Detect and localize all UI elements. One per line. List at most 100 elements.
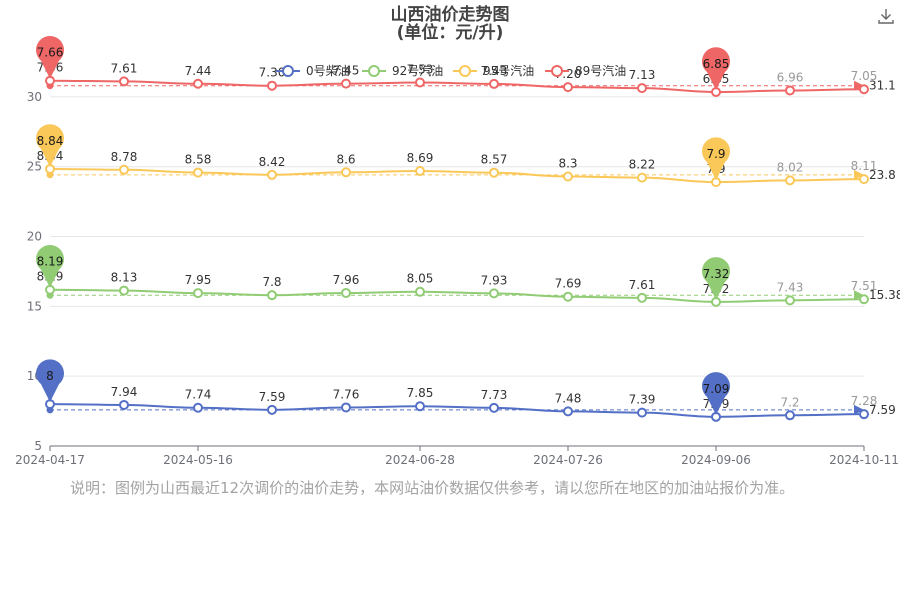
min-pin: 6.85 [702, 47, 730, 91]
data-label: 7.28 [851, 394, 878, 408]
data-point[interactable] [119, 164, 129, 175]
x-tick-label: 2024-07-26 [533, 453, 603, 467]
average-label: 23.8 [869, 168, 896, 182]
legend-item-0[interactable]: 0号柴油 [276, 64, 350, 78]
max-pin: 8 [36, 359, 65, 403]
legend-item-2[interactable]: 95号汽油 [453, 63, 534, 78]
min-pin: 7.32 [702, 257, 731, 300]
data-point[interactable] [341, 78, 351, 89]
data-label: 8.78 [111, 150, 138, 164]
y-tick-label: 25 [27, 160, 42, 174]
data-label: 8.69 [407, 151, 434, 165]
data-label: 7.43 [777, 280, 804, 294]
download-icon[interactable] [876, 6, 896, 26]
data-label: 7.69 [555, 277, 582, 291]
data-point[interactable] [193, 167, 203, 178]
grid-lines [50, 96, 864, 447]
average-label: 7.59 [869, 403, 896, 417]
legend-marker [368, 65, 380, 77]
data-label: 7.59 [259, 390, 286, 404]
data-label: 7.30 [259, 66, 286, 80]
data-point[interactable] [267, 290, 277, 301]
data-label: 7.51 [851, 279, 878, 293]
series-lines [45, 75, 869, 422]
data-point[interactable] [785, 410, 795, 421]
data-label: 7.44 [185, 64, 212, 78]
series-line-2 [49, 167, 865, 184]
data-label: 7.93 [481, 273, 508, 287]
data-label: 8.57 [481, 153, 508, 167]
footnote: 说明：图例为山西最近12次调价的油价走势，本网站油价数据仅供参考，请以您所在地区… [70, 479, 795, 497]
data-point[interactable] [859, 174, 869, 185]
legend-label: 89号汽油 [575, 63, 626, 78]
average-lines: 7.59 15.38 23.8 31.1 [46, 79, 900, 417]
data-point[interactable] [637, 292, 647, 303]
max-pin: 7.66 [36, 35, 65, 79]
min-pin: 7.09 [702, 372, 731, 415]
data-label: 8.3 [558, 156, 577, 170]
data-label: 7.74 [185, 388, 212, 402]
data-label: 8.58 [185, 153, 212, 167]
average-arrow [854, 404, 864, 415]
series-line-3 [49, 79, 865, 94]
legend-label: 95号汽油 [483, 63, 534, 78]
data-point[interactable] [489, 288, 499, 299]
average-arrow [854, 290, 864, 301]
data-point[interactable] [637, 172, 647, 183]
legend-item-3[interactable]: 89号汽油 [545, 63, 626, 78]
data-point[interactable] [637, 83, 647, 94]
data-point[interactable] [267, 169, 277, 180]
data-point[interactable] [119, 399, 129, 410]
data-point[interactable] [785, 175, 795, 186]
data-point[interactable] [341, 287, 351, 298]
data-point[interactable] [267, 80, 277, 91]
data-point[interactable] [859, 294, 869, 305]
data-point[interactable] [341, 402, 351, 413]
series-line-1 [49, 288, 865, 303]
x-tick-label: 2024-06-28 [385, 453, 455, 467]
max-min-markers: 8 7.09 8.19 7.32 8.84 7.9 7.66 6.85 [36, 35, 731, 415]
data-label: 7.45 [333, 64, 360, 78]
data-label: 7.2 [780, 395, 799, 409]
max-pin-label: 8 [46, 369, 54, 383]
data-point[interactable] [489, 167, 499, 178]
y-tick-label: 5 [34, 439, 42, 453]
data-point[interactable] [563, 291, 573, 302]
data-point[interactable] [563, 82, 573, 93]
data-label: 7.53 [407, 63, 434, 77]
data-point[interactable] [193, 78, 203, 89]
data-point[interactable] [119, 285, 129, 296]
data-point[interactable] [193, 288, 203, 299]
data-label: 7.76 [333, 387, 360, 401]
data-label: 7.94 [111, 385, 138, 399]
data-point[interactable] [563, 171, 573, 182]
data-label: 7.61 [111, 61, 138, 75]
data-point[interactable] [341, 167, 351, 178]
data-point[interactable] [489, 78, 499, 89]
data-point[interactable] [415, 166, 425, 177]
data-point[interactable] [637, 407, 647, 418]
data-label: 7.61 [629, 278, 656, 292]
data-label: 8.22 [629, 158, 656, 172]
max-pin-label: 8.84 [37, 134, 64, 148]
data-label: 8.42 [259, 155, 286, 169]
data-point[interactable] [785, 295, 795, 306]
min-pin-shape [702, 137, 730, 181]
data-point[interactable] [489, 402, 499, 413]
data-point[interactable] [563, 406, 573, 417]
data-point[interactable] [415, 286, 425, 297]
data-point[interactable] [859, 84, 869, 95]
data-point[interactable] [859, 409, 869, 420]
legend[interactable]: 0号柴油 92号汽油 95号汽油 89号汽油 [276, 63, 626, 78]
data-point[interactable] [119, 76, 129, 87]
data-point[interactable] [785, 85, 795, 96]
max-pin: 8.19 [36, 245, 65, 288]
data-point[interactable] [415, 77, 425, 88]
data-point[interactable] [415, 401, 425, 412]
data-point[interactable] [193, 402, 203, 413]
data-point[interactable] [267, 404, 277, 415]
legend-item-1[interactable]: 92号汽油 [362, 63, 443, 78]
chart-subtitle: (单位：元/升) [397, 22, 504, 43]
y-tick-label: 15 [27, 299, 42, 313]
average-label: 15.38 [869, 288, 900, 302]
